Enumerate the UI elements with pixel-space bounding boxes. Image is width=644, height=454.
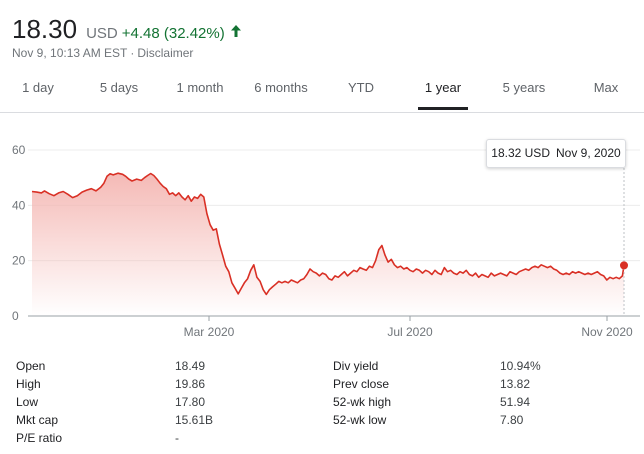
stat-value: 51.94 bbox=[500, 395, 531, 409]
stat-value: 17.80 bbox=[175, 395, 206, 409]
range-tabs: 1 day 5 days 1 month 6 months YTD 1 year… bbox=[0, 74, 644, 112]
stat-value: - bbox=[175, 431, 179, 445]
tab-label: 6 months bbox=[254, 80, 308, 95]
stat-label: Mkt cap bbox=[16, 413, 59, 427]
y-tick-label: 60 bbox=[12, 143, 26, 157]
disclaimer-link[interactable]: Disclaimer bbox=[137, 46, 194, 60]
tab-label: 5 years bbox=[502, 80, 546, 95]
quote-timestamp: Nov 9, 10:13 AM EST bbox=[12, 46, 128, 60]
stat-value: 13.82 bbox=[500, 377, 531, 391]
tab-label: 5 days bbox=[99, 80, 139, 95]
arrow-up-icon bbox=[230, 25, 241, 37]
tab-6-months[interactable]: 6 months bbox=[246, 74, 316, 110]
tab-label: 1 day bbox=[22, 80, 54, 95]
stat-value: 15.61B bbox=[175, 413, 214, 427]
stat-label: High bbox=[16, 377, 41, 391]
tabs-divider bbox=[0, 112, 644, 113]
meta-separator: · bbox=[130, 46, 135, 60]
current-price: 18.30 bbox=[12, 14, 78, 44]
tab-1-month[interactable]: 1 month bbox=[166, 74, 234, 110]
x-tick-label: Jul 2020 bbox=[387, 325, 433, 339]
currency-label: USD bbox=[86, 25, 118, 42]
stat-value: 10.94% bbox=[500, 359, 541, 373]
tab-5-years[interactable]: 5 years bbox=[496, 74, 552, 110]
tab-label: Max bbox=[593, 80, 619, 95]
active-tab-indicator bbox=[418, 107, 468, 110]
stat-label: Open bbox=[16, 359, 46, 373]
price-area bbox=[32, 173, 624, 316]
x-tick-label: Mar 2020 bbox=[184, 325, 235, 339]
y-tick-label: 0 bbox=[12, 309, 19, 323]
stat-label: Low bbox=[16, 395, 39, 409]
stat-label: P/E ratio bbox=[16, 431, 63, 445]
y-tick-label: 20 bbox=[12, 254, 26, 268]
stat-value: 18.49 bbox=[175, 359, 206, 373]
current-price-marker bbox=[620, 261, 628, 270]
tab-ytd[interactable]: YTD bbox=[339, 74, 383, 110]
stat-label: 52-wk low bbox=[333, 413, 387, 427]
tab-label: YTD bbox=[348, 80, 374, 95]
tab-1-day[interactable]: 1 day bbox=[14, 74, 62, 110]
chart-tooltip: 18.32 USD Nov 9, 2020 bbox=[486, 139, 626, 168]
quote-meta: Nov 9, 10:13 AM EST · Disclaimer bbox=[12, 46, 193, 60]
price-change: +4.48 (32.42%) bbox=[121, 25, 225, 42]
tab-1-year[interactable]: 1 year bbox=[418, 74, 468, 110]
tab-label: 1 month bbox=[176, 80, 224, 95]
stat-value: 7.80 bbox=[500, 413, 524, 427]
stat-value: 19.86 bbox=[175, 377, 206, 391]
tab-5-days[interactable]: 5 days bbox=[88, 74, 150, 110]
price-chart[interactable]: 0 20 40 60 Mar 2020 Jul 2020 Nov 2020 bbox=[0, 130, 644, 340]
x-tick-label: Nov 2020 bbox=[581, 325, 633, 339]
quote-header: 18.30 USD +4.48 (32.42%) bbox=[12, 14, 242, 45]
stat-label: Prev close bbox=[333, 377, 390, 391]
price-line bbox=[31, 172, 625, 296]
tooltip-date: Nov 9, 2020 bbox=[555, 146, 621, 160]
stat-label: 52-wk high bbox=[333, 395, 392, 409]
tooltip-value: 18.32 USD bbox=[491, 146, 550, 160]
tab-max[interactable]: Max bbox=[586, 74, 626, 110]
stat-label: Div yield bbox=[333, 359, 379, 373]
y-tick-label: 40 bbox=[12, 198, 26, 212]
tab-label: 1 year bbox=[424, 80, 462, 95]
